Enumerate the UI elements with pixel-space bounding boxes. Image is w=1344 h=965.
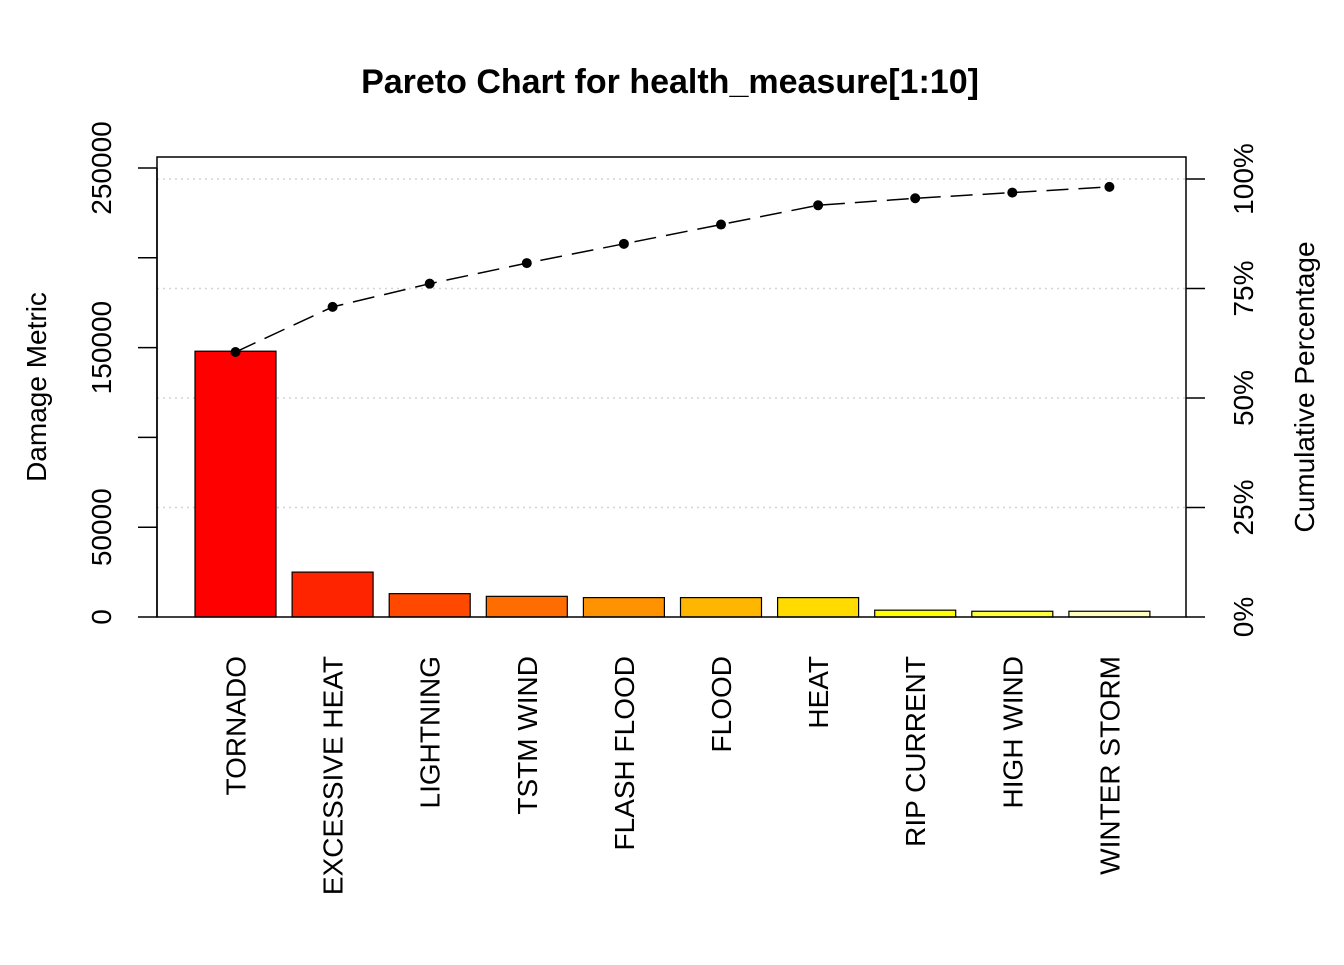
y-axis-right: 0% 25% 50% 75% 100% [1186,143,1259,637]
x-tick-label: HIGH WIND [997,656,1028,808]
bar-tornado [194,350,277,618]
y-axis-title: Damage Metric [21,292,52,482]
x-tick-label: EXCESSIVE HEAT [318,656,349,895]
cumulative-point [716,219,726,230]
x-tick-label: RIP CURRENT [900,656,931,847]
x-axis-labels: TORNADO EXCESSIVE HEAT LIGHTNING TSTM WIND F… [221,656,1126,895]
bars [194,350,1151,618]
x-tick-label: FLOOD [706,656,737,752]
y-tick-label: 50000 [86,488,117,566]
y2-tick-label: 0% [1228,597,1259,637]
plot-frame [156,156,1187,618]
y-tick-label: 250000 [86,121,117,214]
cumulative-point [424,278,435,289]
y2-tick-label: 100% [1228,143,1259,215]
x-tick-label: WINTER STORM [1094,656,1125,875]
cumulative-point [521,258,532,269]
cumulative-polyline [235,186,1110,353]
y2-tick-label: 50% [1228,370,1259,426]
y-axis-left: 0 50000 150000 250000 [86,121,158,625]
x-tick-label: TORNADO [221,656,252,796]
bar-heat [776,597,860,618]
bar-flash-flood [582,597,666,618]
bar-flood [679,597,763,618]
cumulative-line [230,181,1115,358]
y2-tick-label: 75% [1228,260,1259,316]
bar-excessive-heat [291,571,374,618]
x-tick-label: FLASH FLOOD [609,656,640,850]
cumulative-point [910,193,921,204]
bar-winter-storm [1068,610,1151,618]
bar-tstm-wind [485,595,568,618]
cumulative-point [230,347,241,358]
y2-axis-title: Cumulative Percentage [1289,241,1320,532]
x-tick-label: LIGHTNING [415,656,446,808]
gridlines [157,178,1186,509]
cumulative-point [618,238,629,249]
y-tick-label: 0 [86,609,117,625]
bar-rip-current [874,609,957,618]
cumulative-point [813,200,824,211]
y-tick-label: 150000 [86,301,117,394]
cumulative-point [1007,187,1018,198]
bar-high-wind [971,610,1054,618]
x-tick-label: TSTM WIND [512,656,543,815]
y2-tick-label: 25% [1228,479,1259,535]
bar-lightning [388,593,471,618]
cumulative-point [327,301,338,312]
chart-title: Pareto Chart for health_measure[1:10] [361,63,979,101]
cumulative-point [1104,181,1115,192]
x-tick-label: HEAT [803,656,834,729]
